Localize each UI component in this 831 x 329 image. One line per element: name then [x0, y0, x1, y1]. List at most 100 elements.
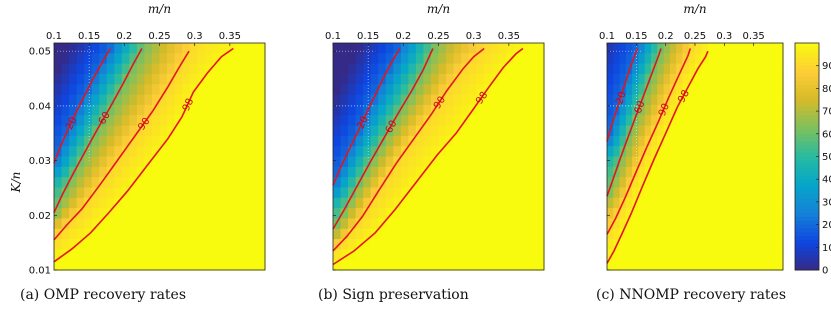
heatmap-cell — [430, 177, 440, 189]
heatmap-cell — [688, 197, 696, 209]
heatmap-cell — [521, 166, 530, 178]
heatmap-cell — [91, 53, 100, 65]
heatmap-cell — [204, 177, 213, 189]
heatmap-cell — [106, 53, 115, 65]
heatmap-cell — [189, 228, 198, 240]
heatmap-cell — [657, 84, 665, 96]
heatmap-cell — [701, 84, 709, 96]
heatmap-cell — [461, 187, 470, 199]
heatmap-cell — [129, 53, 138, 65]
heatmap-cell — [707, 177, 715, 189]
heatmap-cell — [430, 53, 440, 65]
heatmap-cell — [657, 208, 665, 220]
heatmap-cell — [513, 84, 522, 96]
heatmap-cell — [776, 208, 784, 220]
heatmap-cell — [242, 43, 251, 54]
heatmap-cell — [644, 208, 652, 220]
heatmap-cell — [219, 63, 228, 75]
heatmap-cell — [182, 228, 191, 240]
heatmap-cell — [764, 218, 772, 230]
heatmap-cell — [707, 166, 715, 178]
heatmap-cell — [242, 156, 251, 168]
heatmap-cell — [498, 177, 507, 189]
heatmap-cell — [644, 84, 652, 96]
heatmap-cell — [408, 73, 417, 85]
heatmap-cell — [506, 259, 515, 271]
heatmap-cell — [619, 218, 627, 230]
heatmap-cell — [257, 156, 266, 168]
heatmap-cell — [333, 135, 342, 147]
heatmap-cell — [363, 208, 372, 220]
heatmap-cell — [682, 177, 690, 189]
colorbar-tick-label: 40 — [822, 175, 831, 186]
heatmap-cell — [355, 63, 364, 75]
heatmap-cell — [370, 177, 379, 189]
heatmap-cell — [385, 84, 394, 96]
heatmap-cell — [770, 156, 778, 168]
heatmap-cell — [430, 94, 440, 106]
heatmap-cell — [676, 146, 684, 158]
heatmap-cell — [167, 218, 176, 230]
heatmap-cell — [393, 43, 402, 54]
heatmap-cell — [732, 135, 740, 147]
heatmap-cell — [234, 156, 243, 168]
heatmap-cell — [607, 53, 614, 65]
heatmap-cell — [69, 63, 78, 75]
heatmap-cell — [676, 135, 684, 147]
heatmap-cell — [400, 208, 409, 220]
heatmap-cell — [688, 43, 696, 54]
heatmap-cell — [76, 125, 85, 137]
heatmap-cell — [491, 115, 500, 127]
heatmap-cell — [688, 53, 696, 65]
colorbar-segment — [795, 118, 819, 123]
x-tick-label: 0.35 — [219, 31, 241, 42]
heatmap-cell — [732, 73, 740, 85]
heatmap-cell — [726, 84, 734, 96]
heatmap-cell — [476, 115, 485, 127]
heatmap-cell — [751, 84, 759, 96]
heatmap-cell — [625, 135, 633, 147]
heatmap-cell — [69, 156, 78, 168]
heatmap-cell — [91, 208, 100, 220]
heatmap-cell — [423, 156, 432, 168]
contour-20 — [606, 48, 639, 142]
heatmap-cell — [423, 218, 432, 230]
heatmap-cell — [136, 63, 146, 75]
heatmap-cell — [151, 63, 161, 75]
heatmap-cell — [227, 259, 236, 271]
heatmap-cell — [340, 249, 349, 261]
heatmap-cell — [483, 208, 492, 220]
heatmap-cell — [764, 104, 772, 116]
heatmap-cell — [701, 197, 709, 209]
heatmap-cell — [99, 208, 108, 220]
heatmap-cell — [69, 135, 78, 147]
heatmap-cell — [234, 63, 243, 75]
heatmap-cell — [121, 218, 130, 230]
heatmap-cell — [446, 249, 455, 261]
heatmap-cell — [91, 146, 100, 158]
heatmap-cell — [91, 43, 100, 54]
heatmap-cell — [438, 239, 447, 250]
heatmap-cell — [114, 218, 123, 230]
heatmap-cell — [498, 146, 507, 158]
colorbar-segment — [795, 171, 819, 176]
heatmap-cell — [776, 125, 784, 137]
heatmap-cell — [234, 187, 243, 199]
heatmap-cell — [167, 259, 176, 271]
heatmap-cell — [159, 228, 168, 240]
heatmap-cell — [506, 177, 515, 189]
heatmap-cell — [757, 208, 765, 220]
heatmap-cell — [423, 63, 432, 75]
heatmap-cell — [151, 208, 161, 220]
heatmap-cell — [476, 228, 485, 240]
heatmap-cell — [536, 197, 545, 209]
heatmap-cell — [757, 84, 765, 96]
heatmap-cell — [393, 125, 402, 137]
heatmap-cell — [159, 259, 168, 271]
heatmap-cell — [370, 166, 379, 178]
heatmap-cell — [707, 208, 715, 220]
heatmap-cell — [701, 115, 709, 127]
heatmap-cell — [720, 63, 728, 75]
heatmap-cell — [528, 115, 538, 127]
heatmap-cell — [84, 166, 93, 178]
